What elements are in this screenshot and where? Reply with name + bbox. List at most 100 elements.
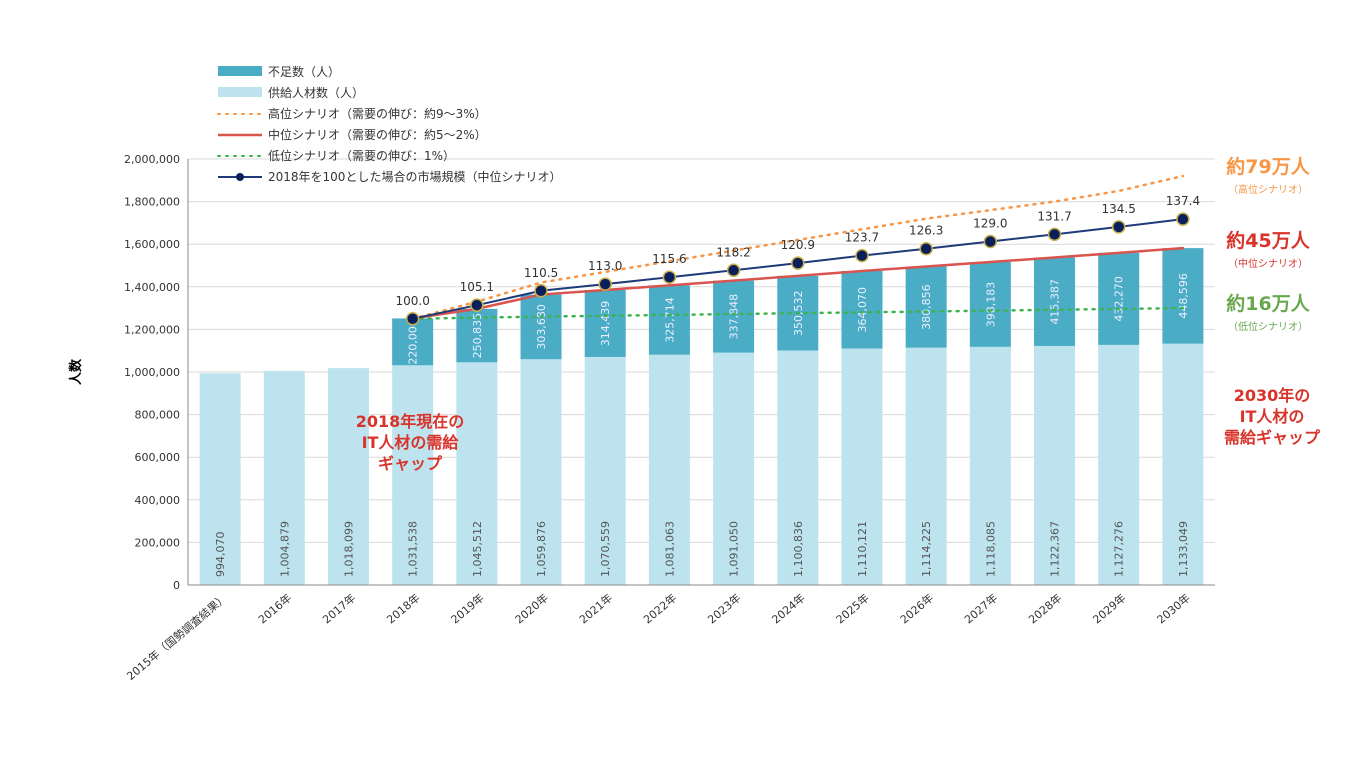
y-tick-label: 200,000 [135,536,181,549]
legend-marker [236,173,244,181]
x-tick-label: 2015年（国勢調査結果） [124,591,230,683]
market-size-point [470,298,484,312]
legend-swatch [218,87,262,97]
supply-bar [969,346,1011,585]
supply-bar-label: 1,100,836 [792,521,805,577]
x-tick-label: 2025年 [833,591,872,627]
x-tick-label: 2028年 [1026,591,1065,627]
legend-label: 供給人材数（人） [268,85,364,100]
shortage-bar [584,289,626,357]
y-tick-label: 1,200,000 [124,323,180,336]
supply-bar-label: 1,059,876 [535,521,548,577]
market-size-point [405,312,420,326]
y-tick-label: 2,000,000 [124,153,180,166]
shortage-bar-label: 303,680 [535,304,548,350]
x-tick-label: 2030年 [1154,591,1193,627]
supply-bar-label: 1,004,879 [278,521,291,577]
shortage-bar-label: 250,835 [471,313,484,359]
supply-bar [584,356,626,585]
x-tick-label: 2022年 [640,591,679,627]
x-tick-label: 2023年 [705,591,744,627]
supply-bar [1162,343,1204,585]
market-size-point [791,256,805,270]
shortage-bar-label: 380,856 [920,284,933,330]
supply-bar-label: 1,070,559 [599,521,612,577]
supply-bar [905,347,947,585]
shortage-bar [520,294,562,360]
shortage-bar [1098,252,1140,345]
legend-label: 不足数（人） [268,64,340,79]
market-size-label: 118.2 [716,245,750,259]
supply-bar [392,365,434,585]
market-size-point [534,284,548,298]
shortage-bar-label: 364,070 [856,287,869,333]
market-size-label: 105.1 [460,280,494,294]
shortage-bar [648,285,690,355]
market-size-point [855,248,869,263]
market-size-point [983,234,998,249]
low-scenario-gap-label: （低位シナリオ） [1228,320,1308,333]
shortage-bar [392,318,434,366]
y-tick-label: 1,000,000 [124,366,180,379]
market-size-label: 113.0 [588,259,622,273]
high-scenario-line [411,174,1185,320]
supply-bar [648,354,690,585]
supply-bar-label: 1,018,099 [342,521,355,577]
mid-scenario-gap-label: （中位シナリオ） [1228,257,1308,270]
supply-bar-label: 1,133,049 [1177,521,1190,577]
shortage-bar [1034,257,1076,346]
market-size-point [1111,220,1126,234]
x-tick-label: 2021年 [576,591,615,627]
mid-scenario-gap-value: 約45万人 [1226,229,1310,252]
gap-2030-annotation: 需給ギャップ [1224,428,1321,447]
shortage-bar-label: 314,439 [599,301,612,347]
low-scenario-gap-value: 約16万人 [1226,292,1310,315]
market-size-label: 100.0 [395,294,429,308]
y-tick-label: 1,800,000 [124,196,180,209]
market-size-label: 120.9 [781,238,815,252]
legend-label: 2018年を100とした場合の市場規模（中位シナリオ） [268,169,561,184]
x-tick-label: 2018年 [384,591,423,627]
market-size-label: 137.4 [1166,194,1200,208]
market-size-label: 134.5 [1102,202,1136,216]
x-tick-label: 2019年 [448,591,487,627]
shortage-bar-label: 325,714 [663,297,676,343]
supply-bar-label: 1,122,367 [1049,521,1062,577]
shortage-bar [905,266,947,348]
supply-bar-label: 1,110,121 [856,521,869,577]
supply-bar-label: 1,045,512 [471,521,484,577]
market-size-label: 123.7 [845,231,879,245]
legend-label: 中位シナリオ（需要の伸び：約5～2%） [268,127,487,142]
legend-swatch [218,66,262,76]
market-size-point [662,270,677,284]
shortage-bar [969,262,1011,347]
supply-bar [1034,345,1076,585]
supply-bar [1098,344,1140,585]
legend: 不足数（人） 供給人材数（人） 高位シナリオ（需要の伸び：約9～3%） 中位シナリオ（… [217,64,561,184]
shortage-bar-label: 398,183 [984,282,997,328]
shortage-bar-label: 448,596 [1177,273,1190,319]
supply-bar [199,373,241,585]
supply-bar [520,359,562,585]
shortage-bar-label: 337,848 [728,294,741,340]
shortage-bar-label: 415,387 [1049,279,1062,325]
x-tick-label: 2024年 [769,591,808,627]
market-size-label: 131.7 [1037,209,1071,223]
market-size-label: 110.5 [524,266,558,280]
y-axis-label: 人数 [68,358,84,385]
shortage-bar-label: 220,000 [407,319,420,365]
high-scenario-gap-label: （高位シナリオ） [1228,183,1308,196]
x-tick-label: 2026年 [897,591,936,627]
market-size-label: 115.6 [652,252,686,266]
y-tick-label: 400,000 [135,494,181,507]
x-tick-label: 2027年 [961,591,1000,627]
legend-label: 高位シナリオ（需要の伸び：約9～3%） [268,106,487,121]
y-tick-label: 1,600,000 [124,238,180,251]
gap-2018-annotation: 2018年現在の [356,412,465,431]
legend-label: 低位シナリオ（需要の伸び：1%） [268,148,455,163]
high-scenario-gap-value: 約79万人 [1226,155,1310,178]
supply-bar [456,362,498,585]
y-tick-label: 1,400,000 [124,281,180,294]
